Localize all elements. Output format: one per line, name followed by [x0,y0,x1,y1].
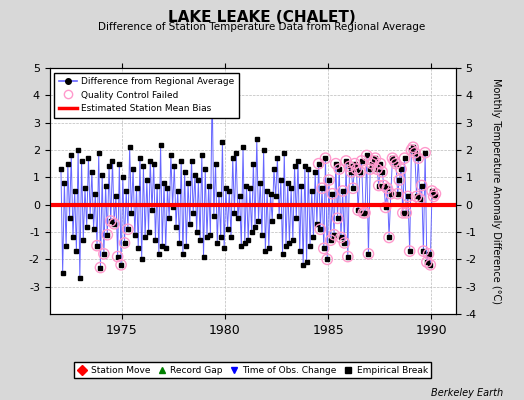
Point [388,155,397,162]
Point [430,193,438,200]
Point [400,155,409,162]
Point [431,190,440,197]
Point [325,177,333,183]
Point [344,254,352,260]
Point [411,150,419,156]
Point [354,207,362,213]
Point [376,160,385,167]
Point [373,166,381,172]
Point [357,158,366,164]
Point [318,185,326,192]
Point [381,204,390,210]
Point [349,185,357,192]
Point [337,234,345,241]
Point [352,166,361,172]
Point [339,188,347,194]
Legend: Station Move, Record Gap, Time of Obs. Change, Empirical Break: Station Move, Record Gap, Time of Obs. C… [74,362,431,378]
Point [124,226,132,232]
Point [363,152,371,159]
Point [114,254,122,260]
Text: Berkeley Earth: Berkeley Earth [431,388,503,398]
Point [385,234,393,241]
Text: LAKE LEAKE (CHALET): LAKE LEAKE (CHALET) [168,10,356,25]
Point [93,242,101,249]
Point [117,262,125,268]
Point [414,155,422,162]
Point [418,182,426,189]
Point [416,196,424,202]
Point [380,182,388,189]
Point [351,160,359,167]
Point [428,188,436,194]
Point [368,160,376,167]
Point [397,166,405,172]
Point [316,226,324,232]
Point [378,169,386,175]
Point [394,190,402,197]
Point [110,221,118,227]
Point [390,158,398,164]
Point [424,251,433,257]
Point [369,158,378,164]
Point [326,237,335,243]
Point [335,166,343,172]
Point [412,193,421,200]
Point [399,210,407,216]
Y-axis label: Monthly Temperature Anomaly Difference (°C): Monthly Temperature Anomaly Difference (… [490,78,500,304]
Point [366,166,374,172]
Point [356,169,364,175]
Point [321,155,330,162]
Point [375,182,383,189]
Point [323,256,331,262]
Point [100,251,108,257]
Point [392,160,400,167]
Point [387,190,395,197]
Point [333,215,342,222]
Point [406,248,414,254]
Point [347,169,355,175]
Point [404,193,412,200]
Point [330,232,339,238]
Point [409,144,417,150]
Text: Difference of Station Temperature Data from Regional Average: Difference of Station Temperature Data f… [99,22,425,32]
Point [371,155,379,162]
Point [106,218,115,224]
Point [96,264,105,271]
Point [395,177,403,183]
Point [361,210,369,216]
Point [328,190,336,197]
Point [426,262,434,268]
Point [359,210,367,216]
Point [383,185,391,192]
Point [121,240,129,246]
Point [407,147,416,153]
Point [340,240,348,246]
Point [402,210,410,216]
Point [103,232,112,238]
Point [345,163,354,170]
Point [423,259,431,265]
Point [320,245,328,252]
Point [421,150,429,156]
Point [332,160,340,167]
Point [342,158,351,164]
Point [314,160,323,167]
Point [419,248,428,254]
Point [364,251,373,257]
